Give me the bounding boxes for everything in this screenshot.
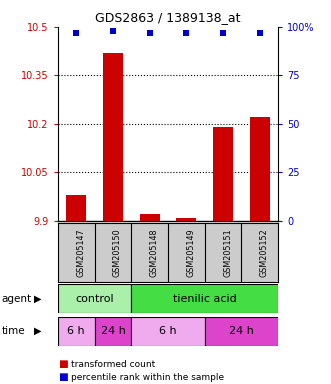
Bar: [213, 127, 233, 221]
Text: ▶: ▶: [34, 326, 42, 336]
Text: GSM205147: GSM205147: [76, 229, 85, 278]
Point: [220, 30, 226, 36]
Bar: [131, 284, 278, 313]
Text: 24 h: 24 h: [101, 326, 125, 336]
Point: [73, 30, 79, 36]
Text: control: control: [75, 293, 114, 304]
Text: ■: ■: [58, 372, 68, 382]
Text: agent: agent: [2, 293, 32, 304]
Point: [110, 28, 116, 34]
Text: 6 h: 6 h: [68, 326, 85, 336]
Point: [147, 30, 152, 36]
Point: [257, 30, 262, 36]
Bar: [66, 195, 86, 221]
Text: ▶: ▶: [34, 293, 42, 304]
Bar: [58, 284, 131, 313]
Text: time: time: [2, 326, 25, 336]
Bar: [131, 317, 205, 346]
Bar: [250, 118, 270, 221]
Text: GSM205148: GSM205148: [150, 229, 159, 278]
Bar: [103, 53, 123, 221]
Text: GSM205151: GSM205151: [223, 229, 232, 278]
Bar: [176, 218, 196, 221]
Text: 24 h: 24 h: [229, 326, 254, 336]
Text: percentile rank within the sample: percentile rank within the sample: [71, 372, 224, 382]
Text: ■: ■: [58, 359, 68, 369]
Bar: [95, 317, 131, 346]
Bar: [58, 317, 95, 346]
Title: GDS2863 / 1389138_at: GDS2863 / 1389138_at: [95, 11, 241, 24]
Text: 6 h: 6 h: [159, 326, 177, 336]
Bar: [205, 317, 278, 346]
Point: [184, 30, 189, 36]
Text: GSM205152: GSM205152: [260, 229, 269, 278]
Text: tienilic acid: tienilic acid: [173, 293, 237, 304]
Text: transformed count: transformed count: [71, 359, 156, 369]
Text: GSM205149: GSM205149: [186, 229, 195, 278]
Bar: [140, 214, 160, 221]
Text: GSM205150: GSM205150: [113, 229, 122, 278]
